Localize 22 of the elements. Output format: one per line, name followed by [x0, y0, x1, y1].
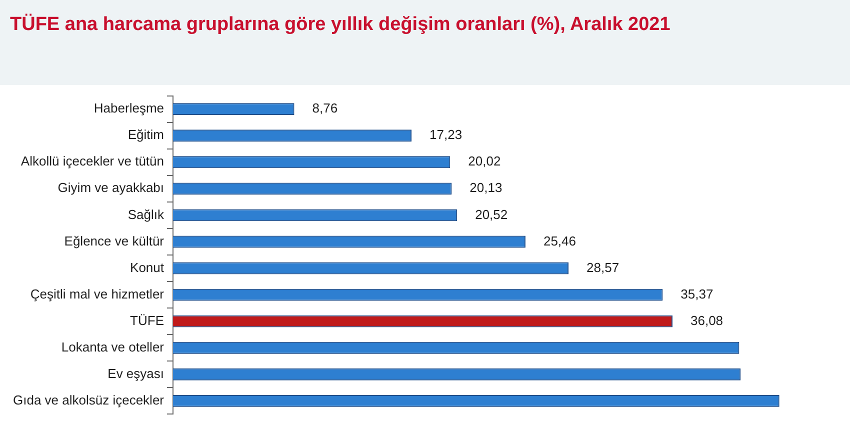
data-label: 20,52: [475, 206, 508, 222]
data-label: 28,57: [586, 260, 620, 275]
data-label: 17,23: [430, 127, 462, 142]
data-label: 20,02: [468, 154, 501, 169]
data-label: 20,13: [470, 180, 502, 196]
y-tick-label: Ev eşyası: [108, 366, 164, 381]
y-tick-label: Eğitim: [128, 127, 164, 142]
data-label: 35,37: [680, 286, 714, 302]
y-tick-label: Gıda ve alkolsüz içecekler: [12, 392, 165, 408]
data-label: 25,46: [543, 233, 576, 248]
data-label: 8,76: [312, 100, 338, 116]
y-tick-label: Sağlık: [128, 206, 164, 222]
y-tick-label: Giyim ve ayakkabı: [58, 180, 164, 196]
y-tick-label: Lokanta ve oteller: [61, 339, 165, 354]
y-tick-label: Alkollü içecekler ve tütün: [20, 154, 164, 169]
y-tick-label: Çeşitli mal ve hizmetler: [30, 286, 165, 302]
y-tick-label: Haberleşme: [94, 100, 164, 116]
y-tick-label: Eğlence ve kültür: [64, 233, 165, 248]
y-tick-label: Konut: [130, 260, 164, 275]
y-tick-label: TÜFE: [130, 312, 164, 328]
data-label: 36,08: [690, 312, 724, 328]
chart-title: TÜFE ana harcama gruplarına göre yıllık değişim oranları (%), Aralık 2021: [10, 14, 672, 36]
